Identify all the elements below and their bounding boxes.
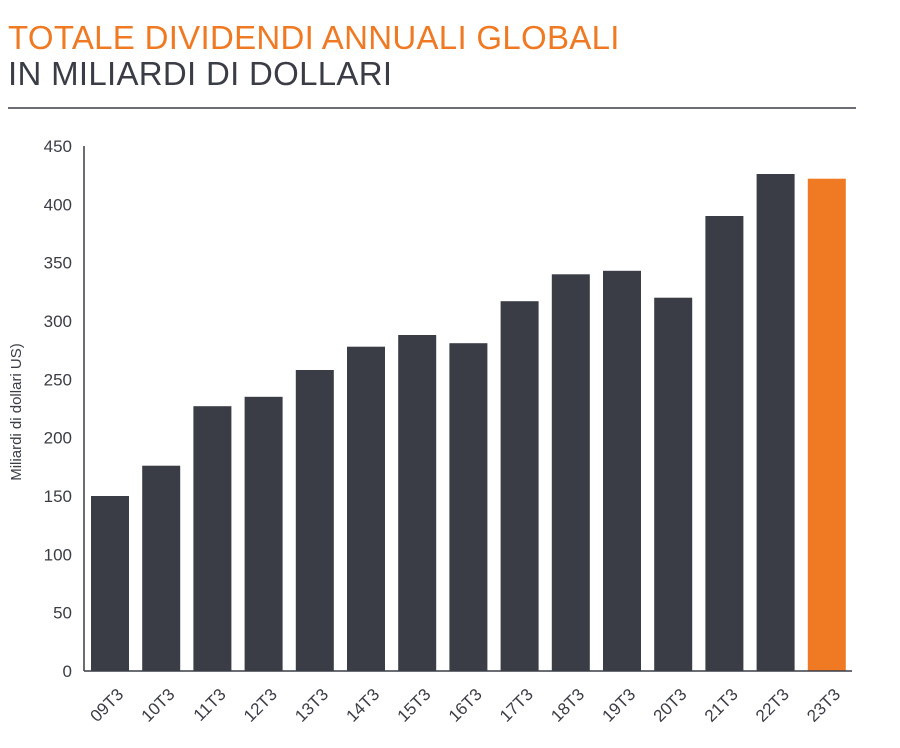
bar-15T3 (398, 335, 437, 671)
chart-title-block: TOTALE DIVIDENDI ANNUALI GLOBALI IN MILI… (8, 20, 858, 92)
y-tick-label: 400 (44, 195, 72, 214)
bars-group (91, 174, 846, 671)
y-tick-label: 350 (44, 254, 72, 273)
bar-20T3 (654, 297, 693, 671)
x-axis-ticks: 09T3 10T3 11T3 12T3 13T3 14T3 15T3 16T3 17T3 18T3… (86, 685, 844, 726)
bar-14T3 (347, 346, 385, 671)
bar-19T3 (603, 270, 641, 671)
x-tick-label: 21T3 (701, 685, 742, 726)
chart-title: TOTALE DIVIDENDI ANNUALI GLOBALI (8, 19, 620, 56)
y-tick-label: 300 (44, 312, 72, 331)
bar-17T3 (500, 301, 539, 671)
y-tick-label: 450 (44, 137, 72, 156)
x-tick-label: 10T3 (138, 685, 179, 726)
bar-16T3 (449, 343, 488, 671)
bar-21T3 (705, 216, 744, 671)
bar-22T3 (756, 174, 795, 671)
x-tick-label: 11T3 (190, 685, 230, 725)
bar-10T3 (142, 465, 181, 671)
y-axis-title: Miliardi di dollari US) (8, 343, 25, 481)
x-tick-label: 22T3 (752, 685, 793, 726)
x-tick-label: 17T3 (496, 685, 537, 726)
bar-09T3 (91, 496, 129, 671)
x-tick-label: 20T3 (650, 685, 691, 726)
title-divider (8, 107, 856, 109)
y-tick-label: 100 (44, 545, 72, 564)
y-tick-label: 250 (44, 370, 72, 389)
x-tick-label: 19T3 (598, 685, 639, 726)
x-tick-label: 09T3 (86, 685, 127, 726)
bar-11T3 (193, 406, 232, 671)
y-tick-label: 0 (63, 662, 72, 681)
y-axis-ticks: 0 50 100 150 200 250 300 350 400 450 (44, 137, 72, 681)
x-tick-label: 14T3 (342, 685, 383, 726)
x-tick-label: 13T3 (291, 685, 332, 726)
x-tick-label: 18T3 (547, 685, 588, 726)
chart-subtitle: IN MILIARDI DI DOLLARI (8, 55, 393, 92)
y-tick-label: 150 (44, 487, 72, 506)
bar-12T3 (244, 396, 283, 671)
x-tick-label: 23T3 (803, 685, 844, 726)
y-tick-label: 50 (53, 604, 72, 623)
x-tick-label: 12T3 (240, 685, 281, 726)
bar-23T3 (807, 178, 846, 671)
x-tick-label: 15T3 (394, 685, 435, 726)
x-tick-label: 16T3 (445, 685, 486, 726)
y-tick-label: 200 (44, 429, 72, 448)
bar-13T3 (295, 370, 334, 671)
bar-18T3 (551, 274, 590, 671)
